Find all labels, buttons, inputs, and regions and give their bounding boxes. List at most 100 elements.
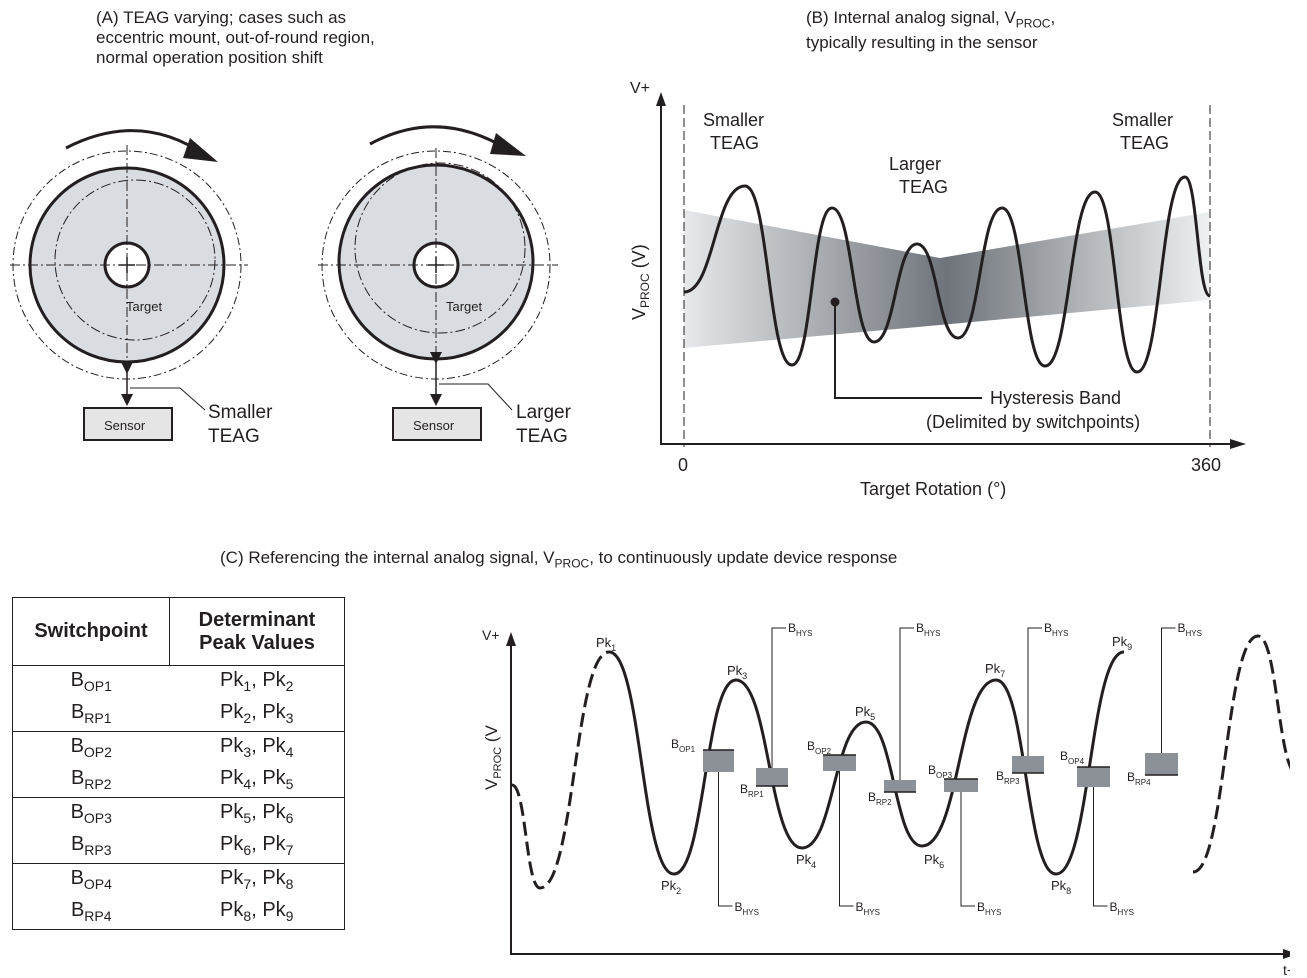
panel-a-caption: (A) TEAG varying; cases such as eccentri…	[96, 8, 375, 68]
switchpoint-cell: BOP4 BRP4	[13, 864, 170, 930]
bhys-leader-top	[900, 628, 914, 780]
bhys-band-op	[703, 750, 734, 772]
b-right-region: Smaller	[1112, 110, 1173, 130]
left-teag-label: Smaller	[208, 402, 273, 423]
table-row: BOP2 BRP2 Pk3, Pk4 Pk4, Pk5	[13, 732, 345, 798]
leader-line	[130, 388, 205, 410]
rotation-arrowhead	[183, 138, 218, 162]
panel-b-caption-post: ,	[1050, 8, 1055, 27]
bhys-label: BHYS	[977, 900, 1001, 917]
bhys-label: BHYS	[916, 621, 940, 638]
peak-label: Pk7	[985, 661, 1005, 679]
bhys-band-op	[823, 755, 856, 771]
peak-label: Pk2	[661, 878, 681, 896]
rotation-arrowhead	[490, 133, 526, 156]
panel-a-caption-line: normal operation position shift	[96, 48, 375, 68]
left-target-label: Target	[126, 299, 163, 314]
panel-b-chart: V+ VPROC (V) 0 360 Target Rotation (°) S…	[610, 70, 1260, 500]
rotation-arrow	[370, 127, 512, 152]
bhys-band-op	[1077, 767, 1110, 787]
bhys-label: BHYS	[788, 621, 812, 638]
bhys-band-rp	[884, 780, 916, 792]
b-mid-region: TEAG	[899, 177, 948, 197]
bhys-band-rp	[756, 768, 788, 786]
peak-label: Pk9	[1112, 634, 1132, 652]
bhys-leader-top	[772, 628, 786, 768]
bhys-leader-top	[1028, 628, 1042, 756]
bop-label: BOP2	[807, 739, 832, 756]
peak-values-cell: Pk1, Pk2 Pk2, Pk3	[170, 666, 345, 732]
bhys-band-rp	[1145, 753, 1178, 775]
bhys-leader-bottom	[961, 792, 975, 906]
c-signal-lead-dashed	[512, 652, 609, 888]
peak-label: Pk1	[596, 635, 616, 653]
table-header-row: Switchpoint Determinant Peak Values	[13, 598, 345, 666]
c-signal-curve	[609, 652, 1124, 874]
bhys-label: BHYS	[735, 900, 759, 917]
left-teag-label: TEAG	[208, 426, 260, 447]
table-row: BOP4 BRP4 Pk7, Pk8 Pk8, Pk9	[13, 864, 345, 930]
b-y-top-label: V+	[630, 80, 650, 97]
leader-line	[439, 384, 512, 410]
panel-c-caption-text: (C) Referencing the internal analog sign…	[220, 548, 555, 567]
bop-label: BOP1	[671, 737, 696, 754]
switchpoint-cell: BOP1 BRP1	[13, 666, 170, 732]
bhys-label: BHYS	[856, 900, 880, 917]
panel-a-diagram: Target Sensor Smaller TEAG Target Sensor…	[0, 110, 600, 570]
b-x-end: 360	[1191, 455, 1221, 475]
b-y-axis-label: VPROC (V)	[629, 244, 652, 320]
b-mid-region: Larger	[889, 154, 941, 174]
peak-values-cell: Pk7, Pk8 Pk8, Pk9	[170, 864, 345, 930]
c-y-axis-label: VPROC (V	[482, 724, 504, 790]
right-teag-label: TEAG	[516, 426, 568, 447]
bop-label: BOP3	[928, 763, 953, 780]
peak-label: Pk5	[855, 704, 875, 722]
panel-a-caption-line: eccentric mount, out-of-round region,	[96, 28, 375, 48]
left-sensor-label: Sensor	[104, 418, 146, 433]
bhys-leader-bottom	[840, 771, 854, 906]
switchpoint-cell: BOP3 BRP3	[13, 798, 170, 864]
b-left-region: Smaller	[703, 110, 764, 130]
table-row: BOP1 BRP1 Pk1, Pk2 Pk2, Pk3	[13, 666, 345, 732]
left-target-assembly: Target Sensor Smaller TEAG	[10, 131, 273, 447]
right-teag-label: Larger	[516, 402, 572, 423]
switchpoint-cell: BOP2 BRP2	[13, 732, 170, 798]
panel-c-chart: V+ t+ VPROC (V Pk1 Pk2 Pk3 Pk4 Pk5 Pk6 Pk7 Pk8 P…	[470, 608, 1290, 978]
panel-c-caption-sub: PROC	[555, 556, 590, 570]
b-hysteresis-label: (Delimited by switchpoints)	[926, 412, 1140, 432]
table-row: BOP3 BRP3 Pk5, Pk6 Pk6, Pk7	[13, 798, 345, 864]
bhys-leader-bottom	[1094, 787, 1108, 906]
c-x-end-label: t+	[1283, 962, 1290, 978]
bhys-band-op	[944, 779, 978, 792]
bhys-leader-bottom	[719, 772, 733, 906]
peak-values-cell: Pk3, Pk4 Pk4, Pk5	[170, 732, 345, 798]
right-sensor-label: Sensor	[413, 418, 455, 433]
panel-b-caption-sub: PROC	[1016, 16, 1051, 30]
panel-b-caption-line2: typically resulting in the sensor	[806, 33, 1055, 53]
col-header-switchpoint: Switchpoint	[13, 598, 170, 666]
panel-b-caption-text: (B) Internal analog signal, V	[806, 8, 1016, 27]
panel-c-caption: (C) Referencing the internal analog sign…	[220, 548, 897, 573]
panel-c-caption-post: , to continuously update device response	[589, 548, 897, 567]
b-x-start: 0	[678, 455, 688, 475]
right-target-assembly: Target Sensor Larger TEAG	[318, 127, 572, 447]
bop-label: BOP4	[1060, 749, 1085, 766]
c-signal-tail-dashed	[1193, 636, 1290, 872]
c-y-top-label: V+	[482, 627, 500, 643]
peak-label: Pk6	[924, 852, 944, 870]
b-right-region: TEAG	[1120, 133, 1169, 153]
b-x-axis-label: Target Rotation (°)	[860, 479, 1006, 499]
bhys-label: BHYS	[1178, 621, 1202, 638]
col-header-peaks: Determinant Peak Values	[170, 598, 345, 666]
bhys-leader-top	[1162, 628, 1176, 753]
panel-a-caption-line: (A) TEAG varying; cases such as	[96, 8, 375, 28]
switchpoint-table: Switchpoint Determinant Peak Values BOP1 B…	[12, 597, 345, 930]
bhys-band-rp	[1012, 756, 1044, 773]
b-hysteresis-label: Hysteresis Band	[990, 388, 1121, 408]
peak-label: Pk8	[1051, 878, 1071, 896]
peak-label: Pk3	[727, 663, 747, 681]
b-left-region: TEAG	[710, 133, 759, 153]
bhys-label: BHYS	[1044, 621, 1068, 638]
peak-values-cell: Pk5, Pk6 Pk6, Pk7	[170, 798, 345, 864]
right-target-label: Target	[446, 299, 483, 314]
